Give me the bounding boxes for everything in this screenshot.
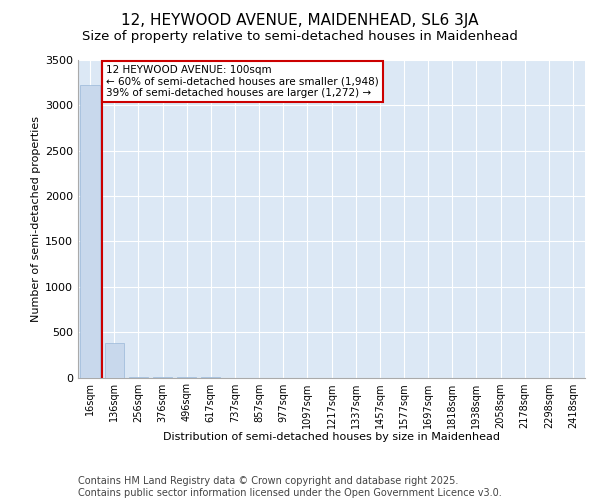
Bar — [80, 86, 100, 378]
Text: Contains HM Land Registry data © Crown copyright and database right 2025.
Contai: Contains HM Land Registry data © Crown c… — [78, 476, 502, 498]
Text: 12, HEYWOOD AVENUE, MAIDENHEAD, SL6 3JA: 12, HEYWOOD AVENUE, MAIDENHEAD, SL6 3JA — [121, 12, 479, 28]
Text: Size of property relative to semi-detached houses in Maidenhead: Size of property relative to semi-detach… — [82, 30, 518, 43]
Bar — [128, 377, 148, 378]
Text: 12 HEYWOOD AVENUE: 100sqm
← 60% of semi-detached houses are smaller (1,948)
39% : 12 HEYWOOD AVENUE: 100sqm ← 60% of semi-… — [106, 65, 379, 98]
Bar — [104, 343, 124, 378]
Y-axis label: Number of semi-detached properties: Number of semi-detached properties — [31, 116, 41, 322]
X-axis label: Distribution of semi-detached houses by size in Maidenhead: Distribution of semi-detached houses by … — [163, 432, 500, 442]
